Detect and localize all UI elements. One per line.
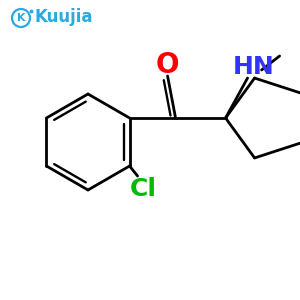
Text: HN: HN [233, 55, 274, 79]
Text: Kuujia: Kuujia [34, 8, 92, 26]
Text: K: K [17, 13, 25, 23]
Text: O: O [156, 51, 179, 79]
Text: Cl: Cl [130, 177, 157, 201]
